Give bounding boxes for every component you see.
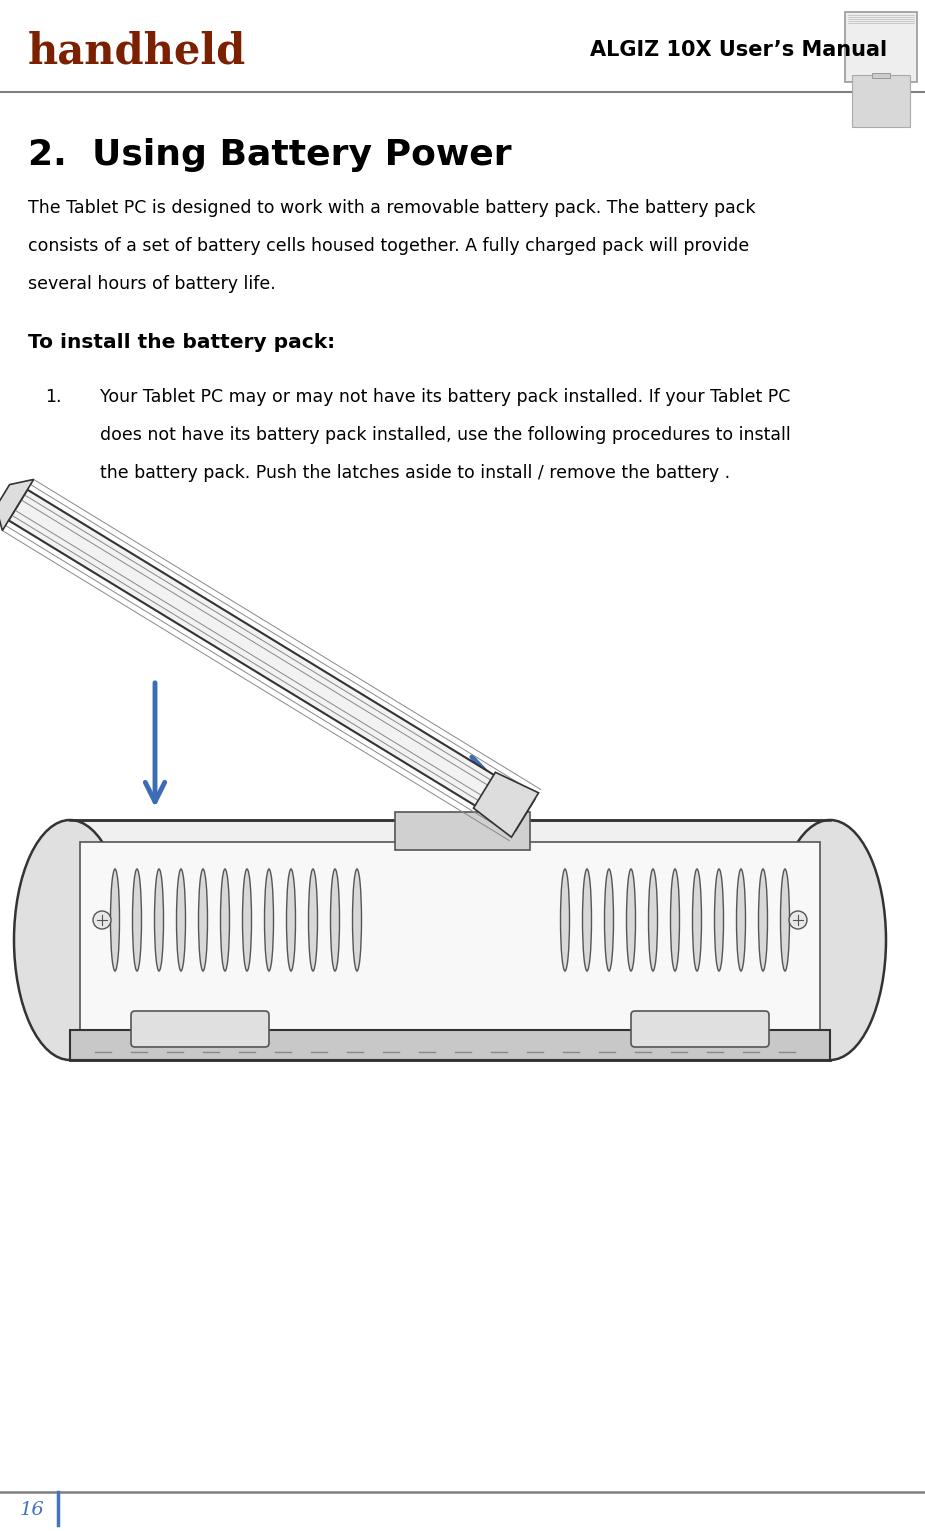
Ellipse shape [309, 870, 317, 971]
Text: The Tablet PC is designed to work with a removable battery pack. The battery pac: The Tablet PC is designed to work with a… [28, 199, 756, 217]
Bar [395, 811, 530, 850]
Ellipse shape [774, 821, 886, 1059]
Ellipse shape [605, 870, 613, 971]
Ellipse shape [648, 870, 658, 971]
Ellipse shape [14, 821, 126, 1059]
Circle shape [789, 911, 807, 929]
Ellipse shape [352, 870, 362, 971]
Polygon shape [0, 479, 33, 531]
Ellipse shape [242, 870, 252, 971]
FancyBboxPatch shape [631, 1010, 769, 1047]
Text: 16: 16 [19, 1500, 44, 1519]
Ellipse shape [220, 870, 229, 971]
Ellipse shape [671, 870, 680, 971]
Text: consists of a set of battery cells housed together. A fully charged pack will pr: consists of a set of battery cells house… [28, 237, 749, 256]
Ellipse shape [177, 870, 186, 971]
Text: the battery pack. Push the latches aside to install / remove the battery .: the battery pack. Push the latches aside… [100, 464, 730, 482]
FancyBboxPatch shape [131, 1010, 269, 1047]
Text: Your Tablet PC may or may not have its battery pack installed. If your Tablet PC: Your Tablet PC may or may not have its b… [100, 387, 790, 406]
Ellipse shape [693, 870, 701, 971]
Text: To install the battery pack:: To install the battery pack: [28, 332, 335, 352]
Text: 1.: 1. [45, 387, 61, 406]
Ellipse shape [199, 870, 207, 971]
Text: ALGIZ 10X User’s Manual: ALGIZ 10X User’s Manual [590, 40, 887, 60]
Bar [872, 73, 890, 78]
Circle shape [93, 911, 111, 929]
Bar [852, 75, 910, 127]
Ellipse shape [110, 870, 119, 971]
Ellipse shape [132, 870, 142, 971]
Polygon shape [474, 772, 538, 837]
Text: handheld: handheld [28, 31, 246, 73]
Bar [70, 821, 830, 1059]
Text: does not have its battery pack installed, use the following procedures to instal: does not have its battery pack installed… [100, 426, 791, 444]
Ellipse shape [154, 870, 164, 971]
Ellipse shape [781, 870, 790, 971]
Ellipse shape [287, 870, 295, 971]
Ellipse shape [736, 870, 746, 971]
Text: several hours of battery life.: several hours of battery life. [28, 276, 276, 292]
Ellipse shape [758, 870, 768, 971]
Ellipse shape [561, 870, 570, 971]
Text: 2.  Using Battery Power: 2. Using Battery Power [28, 138, 512, 171]
Ellipse shape [626, 870, 635, 971]
Ellipse shape [265, 870, 274, 971]
Bar [70, 1030, 830, 1059]
Ellipse shape [714, 870, 723, 971]
Bar [80, 842, 820, 1043]
Bar [845, 12, 917, 83]
Polygon shape [8, 490, 535, 830]
Ellipse shape [583, 870, 591, 971]
Ellipse shape [330, 870, 339, 971]
